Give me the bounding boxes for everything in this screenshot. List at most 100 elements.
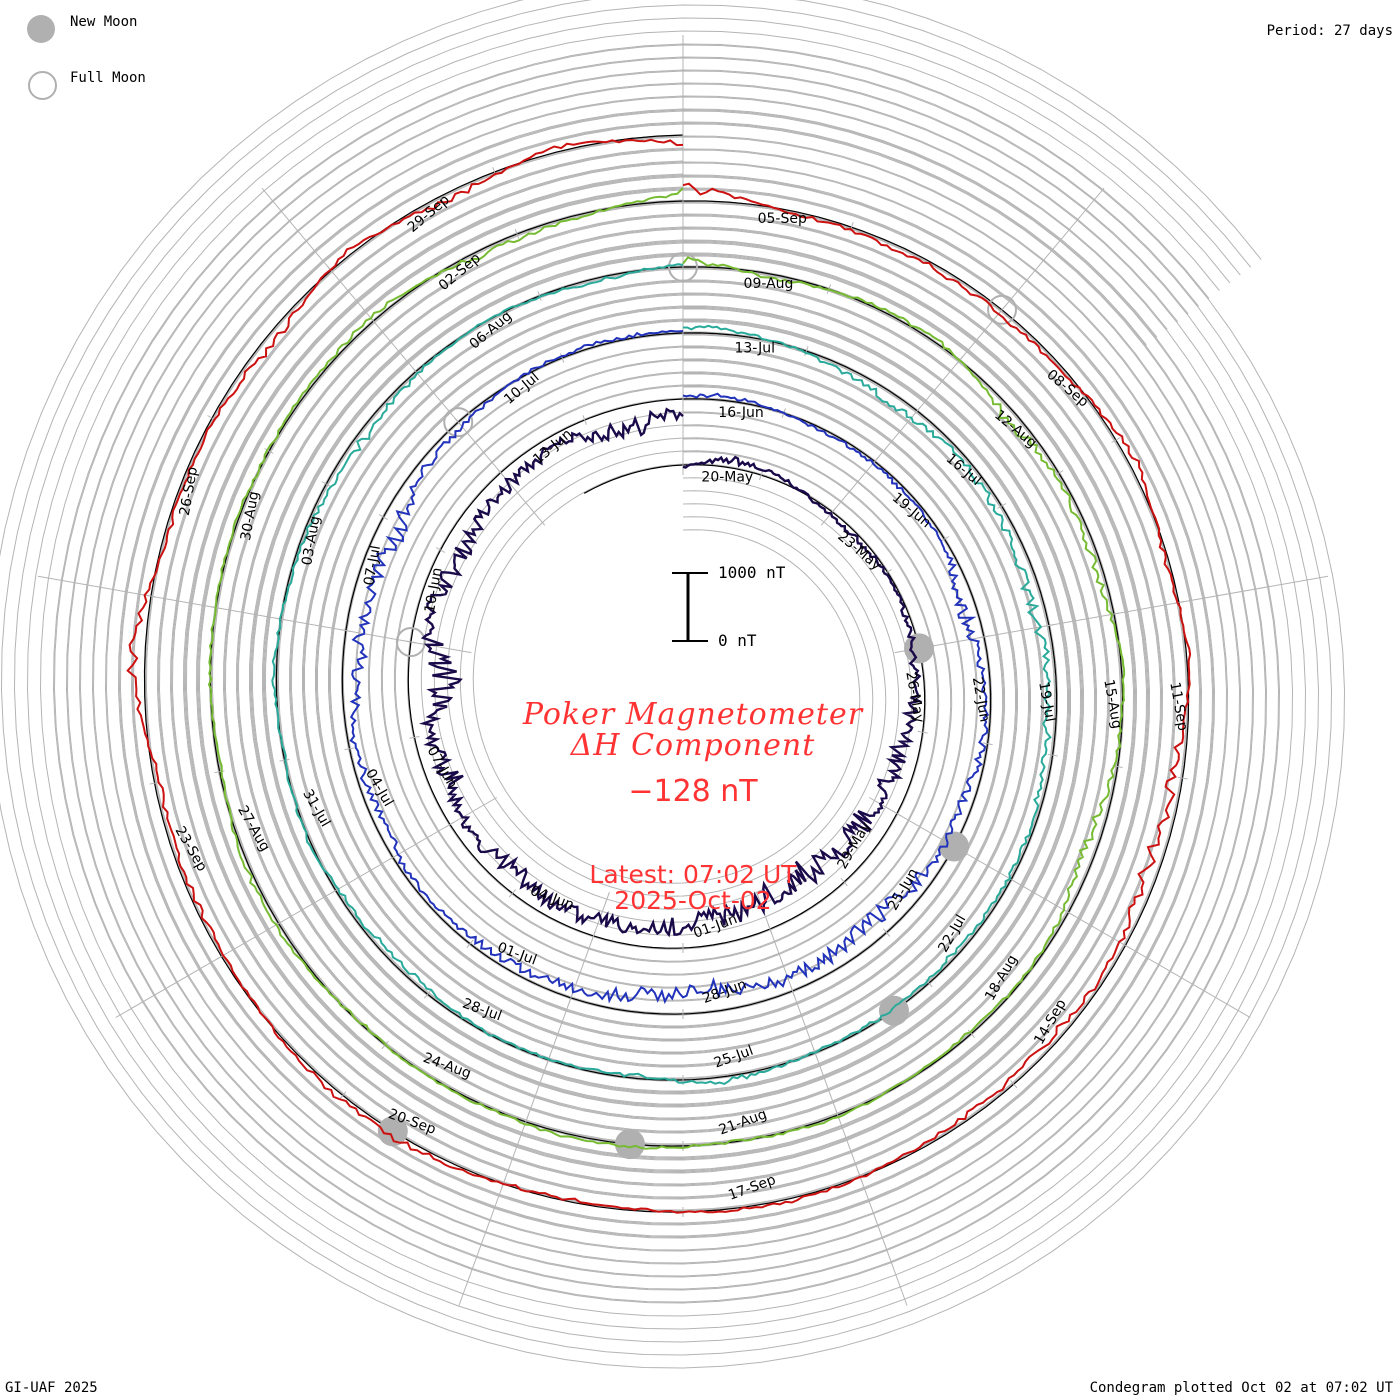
- date-label: 05-Sep: [758, 211, 807, 227]
- day-tick: [492, 167, 497, 177]
- trace-rotation-5: [126, 138, 1192, 1214]
- new-moon-legend-icon: [27, 15, 55, 43]
- new-moon-marker: [904, 633, 935, 664]
- date-label: 07-Jul: [361, 544, 384, 587]
- day-tick: [1047, 753, 1058, 757]
- day-tick: [582, 415, 587, 425]
- spiral-gridline: [78, 69, 1255, 1278]
- scale-bar: [672, 572, 708, 642]
- spiral-gridline: [39, 30, 1294, 1317]
- latest-date: 2025-Oct-02: [614, 886, 772, 915]
- day-tick: [378, 514, 388, 520]
- radial-gridline: [868, 797, 1251, 1018]
- day-tick: [591, 931, 596, 941]
- day-tick: [767, 924, 773, 934]
- day-tick: [759, 470, 764, 480]
- new-moon-marker: [377, 1116, 408, 1147]
- footer-plotted-time: Condegram plotted Oct 02 at 07:02 UT: [1089, 1380, 1393, 1396]
- day-tick: [1109, 612, 1120, 616]
- date-label: 10-Jun: [422, 566, 446, 614]
- date-label: 13-Jun: [530, 426, 575, 468]
- scale-bar-top-label: 1000 nT: [718, 563, 786, 582]
- day-tick: [828, 507, 836, 517]
- full-moon-marker: [395, 627, 426, 658]
- day-tick: [559, 353, 565, 363]
- date-label: 09-Aug: [744, 276, 794, 292]
- day-tick: [508, 889, 517, 898]
- day-tick: [339, 1091, 347, 1100]
- trace-rotation-4: [207, 187, 1126, 1150]
- chart-title-line1: Poker Magnetometer: [522, 697, 864, 732]
- date-label: 30-Aug: [238, 490, 262, 542]
- day-tick: [424, 990, 432, 999]
- full-moon-marker: [668, 252, 698, 282]
- day-tick: [1054, 470, 1064, 476]
- spiral-gridline: [91, 82, 1242, 1265]
- day-tick: [145, 594, 156, 598]
- day-tick: [1044, 624, 1055, 627]
- date-label: 26-Sep: [177, 466, 201, 517]
- date-label: 13-Jul: [734, 340, 775, 356]
- trace-rotation-2: [349, 329, 989, 1005]
- date-label: 28-Jun: [700, 976, 748, 1007]
- spiral-gridline: [13, 4, 1320, 1343]
- spiral-gridline: [0, 0, 1346, 1369]
- spiral-gridline: [195, 186, 1138, 1161]
- day-tick: [405, 640, 416, 644]
- day-tick: [967, 1029, 975, 1038]
- full-moon-legend-label: Full Moon: [70, 70, 146, 86]
- day-tick: [979, 635, 990, 639]
- date-label: 03-Aug: [299, 515, 323, 567]
- radial-gridline: [756, 891, 908, 1306]
- day-tick: [344, 747, 355, 751]
- new-moon-legend-label: New Moon: [70, 14, 138, 30]
- day-tick: [214, 770, 225, 774]
- day-tick: [804, 346, 809, 356]
- spiral-gridline: [65, 56, 1268, 1291]
- trace-rotation-1: [418, 407, 923, 938]
- day-tick: [790, 986, 795, 996]
- spiral-gridline: [26, 17, 1307, 1330]
- day-tick: [216, 953, 226, 960]
- date-label: 19-Jul: [1035, 681, 1058, 724]
- day-tick: [1111, 437, 1121, 443]
- moon-markers: [377, 252, 1018, 1160]
- day-tick: [913, 406, 921, 416]
- day-tick: [1010, 1080, 1018, 1089]
- day-tick: [1120, 942, 1131, 949]
- day-tick: [388, 854, 398, 861]
- date-label: 16-Jun: [718, 405, 764, 421]
- day-tick: [1174, 601, 1185, 604]
- spiral-gridline: [169, 160, 1164, 1187]
- day-tick: [514, 229, 520, 239]
- spiral-gridline: [117, 108, 1216, 1239]
- day-tick: [264, 448, 274, 454]
- day-tick: [849, 222, 854, 232]
- full-moon-marker: [443, 407, 474, 438]
- spiral-gridline: [208, 199, 1125, 1148]
- day-tick: [454, 417, 462, 427]
- zero-baseline: [143, 134, 1190, 1213]
- date-label: 21-Aug: [717, 1106, 769, 1138]
- trace-rotation-3: [271, 263, 1052, 1085]
- radial-gridline: [115, 797, 498, 1018]
- day-tick: [982, 742, 993, 746]
- period-label: Period: 27 days: [1266, 23, 1393, 39]
- scale-bar-bottom-label: 0 nT: [718, 631, 757, 650]
- spiral-gridline: [182, 173, 1151, 1174]
- full-moon-marker: [987, 294, 1018, 325]
- day-tick: [997, 503, 1007, 509]
- spiral-gridline: [143, 134, 1190, 1213]
- day-tick: [1063, 909, 1073, 916]
- footer-credit: GI-UAF 2025: [5, 1380, 98, 1396]
- date-label: 22-Jun: [969, 676, 993, 724]
- day-tick: [409, 735, 420, 739]
- day-tick: [835, 1110, 840, 1120]
- new-moon-marker: [614, 1129, 645, 1160]
- day-tick: [321, 481, 331, 487]
- spiral-gridline: [130, 121, 1203, 1226]
- date-label: 20-May: [701, 469, 753, 485]
- day-tick: [1006, 876, 1016, 883]
- day-tick: [412, 367, 420, 376]
